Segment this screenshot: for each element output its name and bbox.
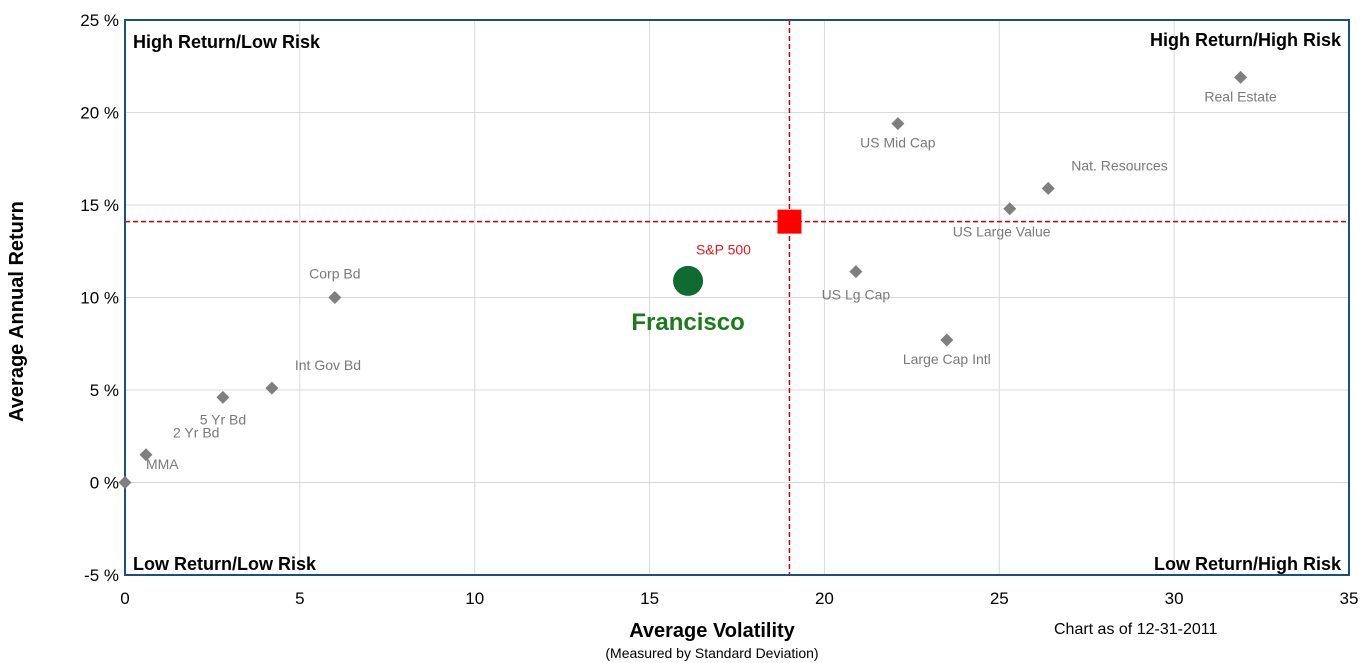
y-tick-label: -5 % [84,566,119,585]
asset-label: 5 Yr Bd [200,411,246,427]
y-tick-label: 0 % [90,474,119,493]
asset-marker [139,448,153,462]
asset-label: US Mid Cap [860,135,936,151]
asset-label: Large Cap Intl [903,351,991,367]
asset-marker [940,333,954,347]
asset-marker [891,117,905,131]
x-tick-label: 15 [640,589,659,608]
asset-label: Corp Bd [309,266,360,282]
x-tick-label: 20 [815,589,834,608]
asset-label: Real Estate [1204,88,1277,104]
x-tick-label: 0 [120,589,129,608]
asset-marker [1003,202,1017,216]
asset-marker [118,476,132,489]
as-of-date: Chart as of 12-31-2011 [1054,621,1217,638]
x-tick-label: 10 [465,589,484,608]
asset-label: Nat. Resources [1071,157,1167,173]
y-tick-label: 15 % [80,196,119,215]
client-marker [673,265,704,296]
quadrant-label-low-return-high-risk: Low Return/High Risk [1154,554,1342,574]
client-label: Francisco [631,309,744,336]
y-tick-label: 5 % [90,381,119,400]
asset-label: MMA [146,456,179,472]
y-tick-label: 25 % [80,11,119,30]
grid-lines [125,20,1349,575]
quadrant-label-high-return-low-risk: High Return/Low Risk [133,32,321,52]
asset-marker [216,390,230,404]
y-axis-title: Average Annual Return [6,201,28,422]
y-tick-label: 20 % [80,104,119,123]
quadrant-label-low-return-low-risk: Low Return/Low Risk [133,554,317,574]
asset-label: US Large Value [953,224,1051,240]
asset-label: 2 Yr Bd [173,425,219,441]
x-tick-label: 5 [295,589,304,608]
benchmark-label: S&P 500 [696,242,751,258]
asset-label: Int Gov Bd [295,357,361,373]
y-tick-label: 10 % [80,289,119,308]
benchmark-marker [777,209,802,234]
asset-marker [328,291,342,304]
asset-label: US Lg Cap [822,287,891,303]
y-axis-ticks: -5 % 0 % 5 % 10 % 15 % 20 % 25 % [80,11,119,585]
x-tick-label: 30 [1165,589,1184,608]
benchmark-reference-lines [125,20,1349,575]
asset-marker [849,265,863,279]
asset-marker [1234,70,1248,84]
x-axis-subtitle: (Measured by Standard Deviation) [605,645,818,661]
quadrant-label-high-return-high-risk: High Return/High Risk [1150,30,1342,50]
asset-points: MMA 2 Yr Bd5 Yr Bd Int Gov Bd Corp Bd US Lg … [118,70,1277,489]
x-tick-label: 35 [1340,589,1359,608]
x-axis-ticks: 0 5 10 15 20 25 30 35 [120,589,1358,608]
x-tick-label: 25 [990,589,1009,608]
x-axis-title: Average Volatility [629,620,795,642]
plot-frame [124,19,1350,576]
asset-marker [265,381,279,395]
asset-marker [1041,181,1055,195]
